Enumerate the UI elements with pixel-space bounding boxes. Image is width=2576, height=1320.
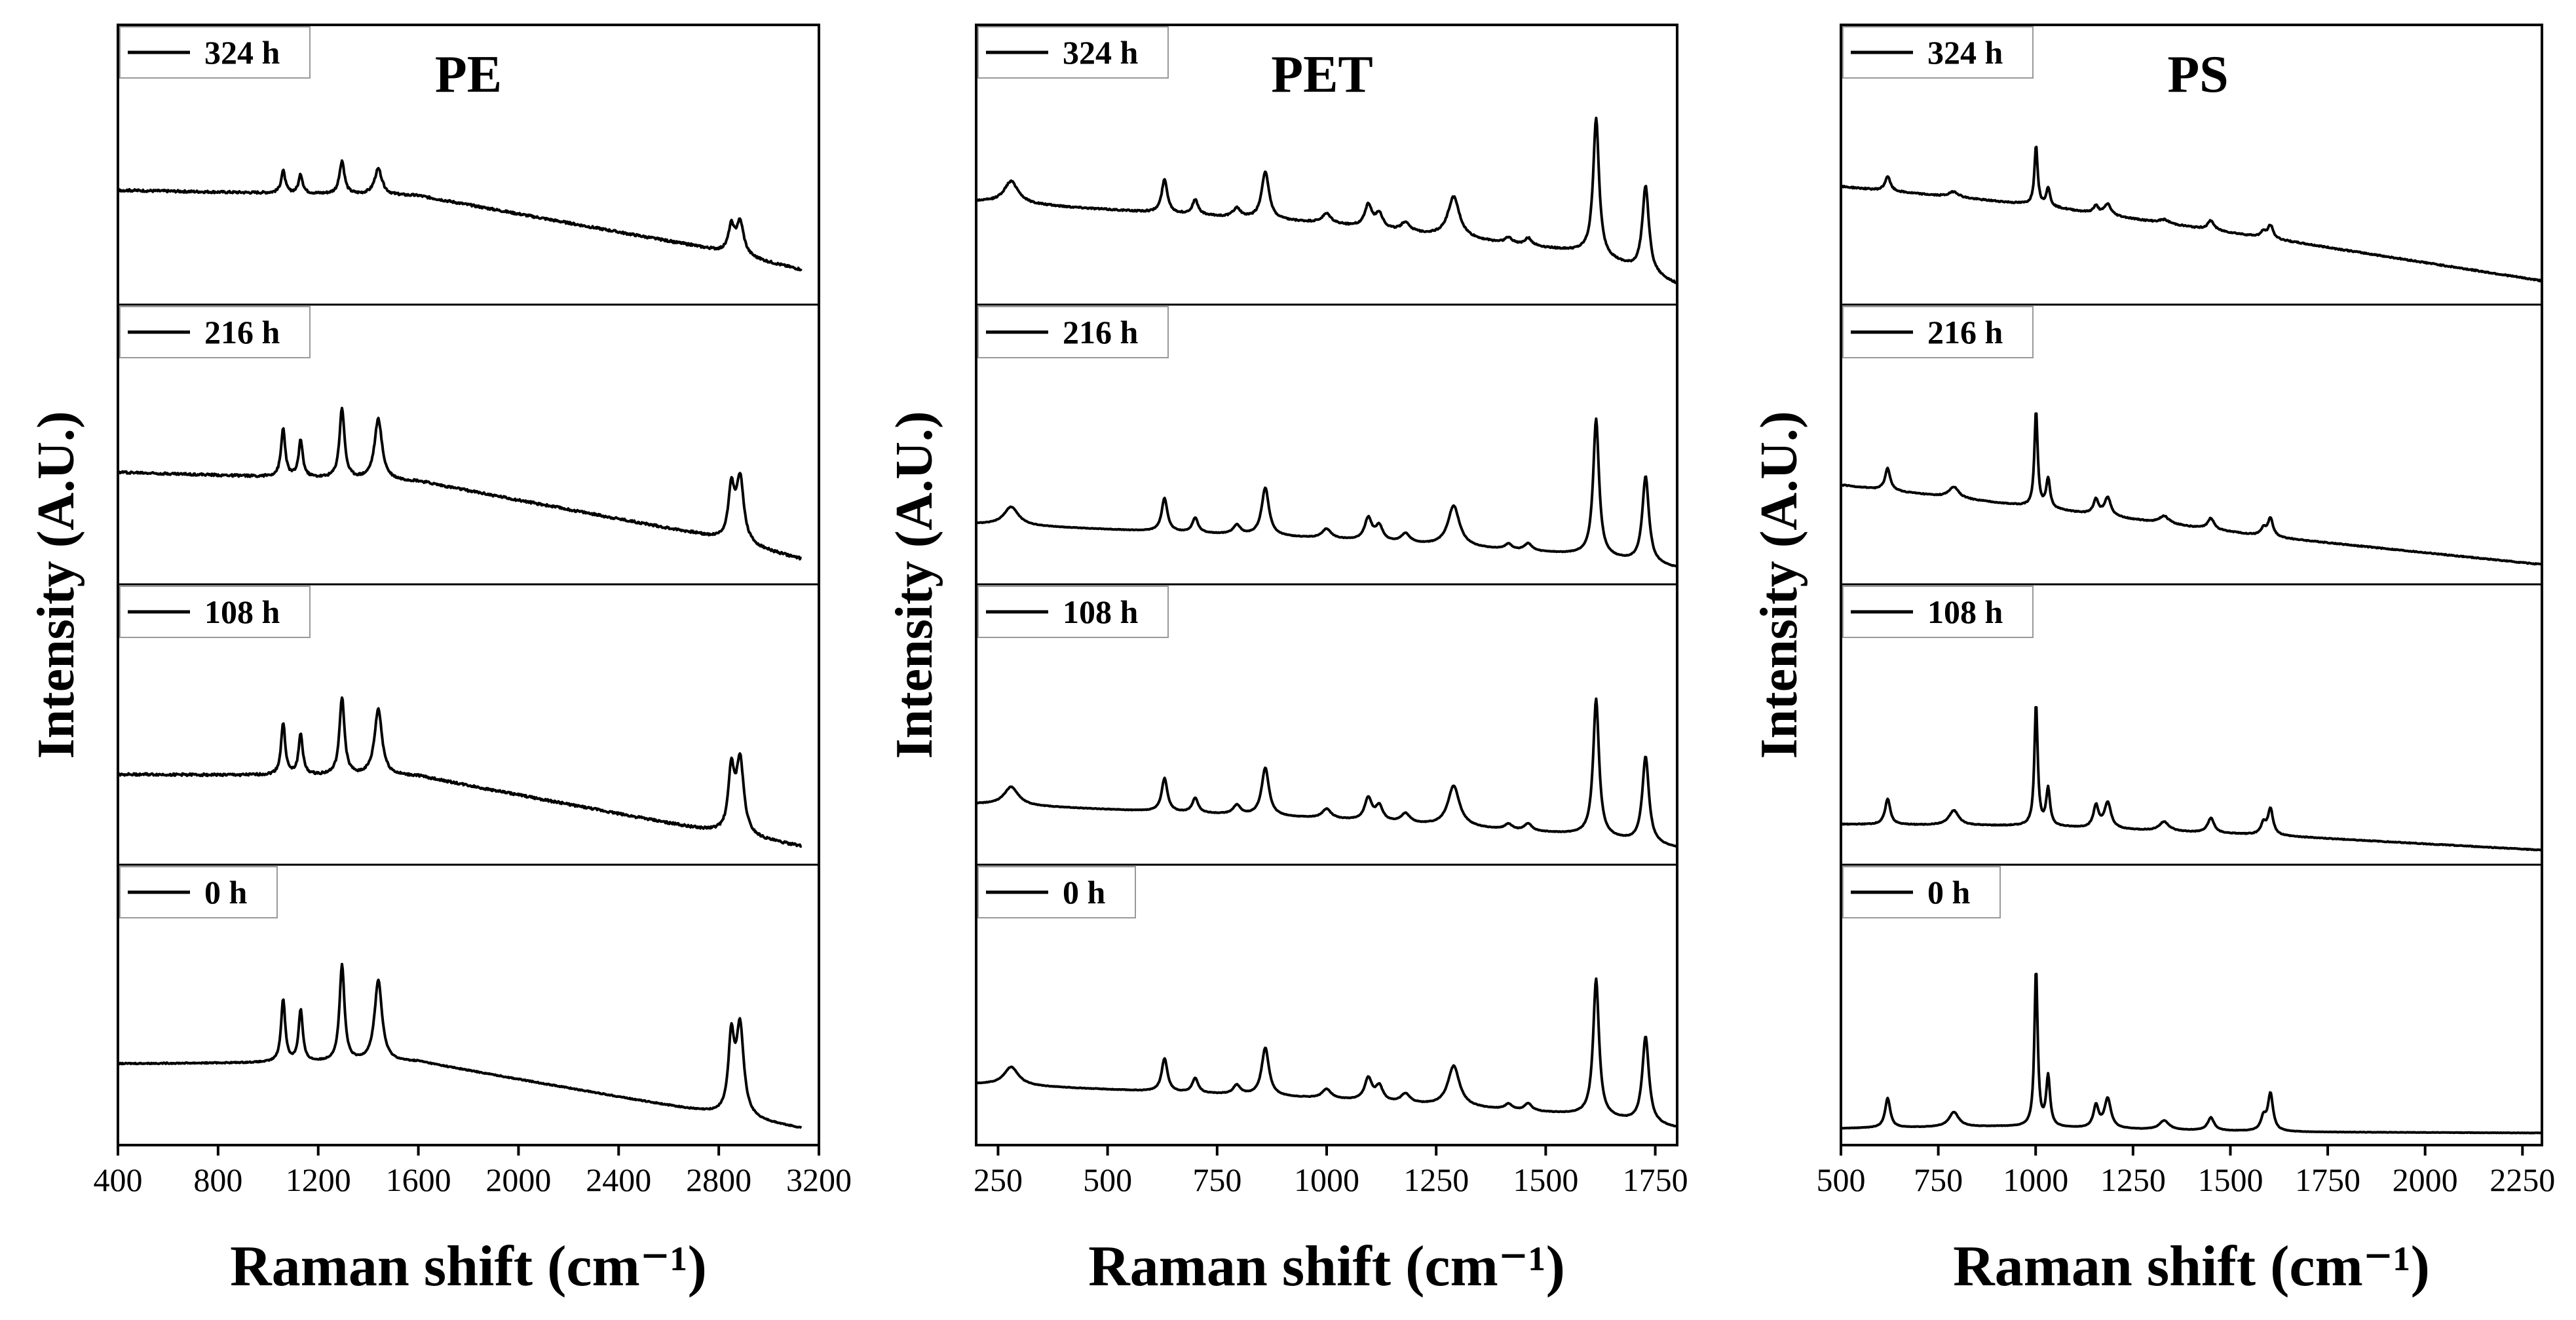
x-tick-label: 800 — [193, 1161, 242, 1198]
spectrum-line-pet-108h — [975, 697, 1678, 848]
spectrum-line-ps-216h — [1840, 412, 2543, 566]
panel-pe-dividers — [118, 303, 819, 866]
x-tick-label: 400 — [94, 1161, 143, 1198]
spectrum-line-pet-324h — [975, 117, 1678, 284]
panel-pe-title: PE — [435, 46, 502, 104]
spectrum-line-pe-0h — [117, 962, 803, 1129]
panel-ps-x-ticks: 500 750 1000 1250 1500 1750 2000 2250 — [1817, 1145, 2555, 1198]
legend-label: 324 h — [204, 34, 280, 71]
x-tick-label: 1000 — [2003, 1161, 2068, 1198]
spectrum-line-pe-216h — [117, 406, 803, 561]
legend-label: 216 h — [1927, 314, 2003, 350]
panel-ps: PS 324 h 216 h 108 h 0 h 500 750 1000 1250 1… — [1751, 24, 2555, 1298]
panel-pet-legend-4: 0 h — [977, 866, 1136, 918]
legend-label: 216 h — [204, 314, 280, 350]
legend-label: 324 h — [1927, 34, 2003, 71]
panel-pet-title: PET — [1271, 46, 1373, 104]
panel-ps-title: PS — [2167, 46, 2228, 104]
panel-pet-legend-3: 108 h — [977, 586, 1169, 638]
panel-pe-y-label: Intensity (A.U.) — [28, 411, 85, 759]
panel-pet-y-label: Intensity (A.U.) — [886, 411, 943, 759]
x-tick-label: 1500 — [2197, 1161, 2263, 1198]
panel-ps-dividers — [1841, 303, 2542, 866]
x-tick-label: 1250 — [2100, 1161, 2166, 1198]
x-tick-label: 1600 — [386, 1161, 451, 1198]
panel-pe-x-ticks: 400 800 1200 1600 2000 2400 2800 3200 — [94, 1145, 852, 1198]
spectrum-line-pe-108h — [117, 696, 803, 848]
panel-pe-legend-4: 0 h — [119, 866, 278, 918]
x-tick-label: 2250 — [2490, 1161, 2555, 1198]
x-tick-label: 250 — [974, 1161, 1023, 1198]
legend-label: 0 h — [1927, 874, 1971, 911]
spectrum-line-ps-108h — [1840, 706, 2543, 852]
panel-pet: PET 324 h 216 h 108 h 0 h 250 500 750 1000 1… — [886, 24, 1688, 1298]
x-tick-label: 1500 — [1513, 1161, 1578, 1198]
x-tick-label: 1000 — [1294, 1161, 1359, 1198]
panel-pet-x-label: Raman shift (cm⁻¹) — [1088, 1235, 1565, 1298]
legend-label: 324 h — [1063, 34, 1139, 71]
legend-label: 108 h — [1927, 594, 2003, 630]
spectrum-line-pet-216h — [975, 417, 1678, 568]
x-tick-label: 3200 — [786, 1161, 852, 1198]
x-tick-label: 2800 — [686, 1161, 751, 1198]
x-tick-label: 750 — [1192, 1161, 1241, 1198]
panel-pe-legend-1: 324 h — [119, 26, 311, 79]
x-tick-label: 1200 — [286, 1161, 351, 1198]
spectrum-line-pe-324h — [117, 159, 803, 272]
panel-ps-legend-3: 108 h — [1842, 586, 2034, 638]
x-tick-label: 1250 — [1403, 1161, 1469, 1198]
panel-ps-legend-1: 324 h — [1842, 26, 2034, 79]
panel-ps-series — [1840, 145, 2543, 1135]
panel-pet-legend-1: 324 h — [977, 26, 1169, 79]
legend-label: 216 h — [1063, 314, 1139, 350]
panel-pet-x-ticks: 250 500 750 1000 1250 1500 1750 — [974, 1145, 1688, 1198]
panel-pe-x-label: Raman shift (cm⁻¹) — [230, 1235, 707, 1298]
x-tick-label: 750 — [1914, 1161, 1963, 1198]
legend-label: 108 h — [204, 594, 280, 630]
spectrum-line-pet-0h — [975, 977, 1678, 1128]
x-tick-label: 500 — [1083, 1161, 1132, 1198]
panel-pe-series — [117, 159, 803, 1129]
x-tick-label: 2000 — [2393, 1161, 2458, 1198]
legend-box — [1842, 306, 2034, 358]
x-tick-label: 2400 — [586, 1161, 651, 1198]
x-tick-label: 1750 — [1623, 1161, 1688, 1198]
legend-label: 108 h — [1063, 594, 1139, 630]
panel-ps-legend-2: 216 h — [1842, 306, 2034, 358]
panel-pe-legend-3: 108 h — [119, 586, 311, 638]
x-tick-label: 2000 — [485, 1161, 551, 1198]
panel-pet-dividers — [976, 303, 1677, 866]
panel-ps-legend-4: 0 h — [1842, 866, 2001, 918]
panel-pet-legend-2: 216 h — [977, 306, 1169, 358]
panel-ps-y-label: Intensity (A.U.) — [1751, 411, 1808, 759]
legend-label: 0 h — [1063, 874, 1106, 911]
spectrum-line-ps-324h — [1840, 145, 2543, 283]
panel-ps-x-label: Raman shift (cm⁻¹) — [1953, 1235, 2430, 1298]
x-tick-label: 1750 — [2295, 1161, 2360, 1198]
legend-label: 0 h — [204, 874, 248, 911]
x-tick-label: 500 — [1817, 1161, 1866, 1198]
panel-pet-series — [975, 117, 1678, 1128]
panel-pe: PE 324 h 216 h 108 h 0 h 400 800 1200 1600 2… — [28, 24, 852, 1298]
panel-pe-legend-2: 216 h — [119, 306, 311, 358]
spectrum-line-ps-0h — [1840, 972, 2543, 1135]
